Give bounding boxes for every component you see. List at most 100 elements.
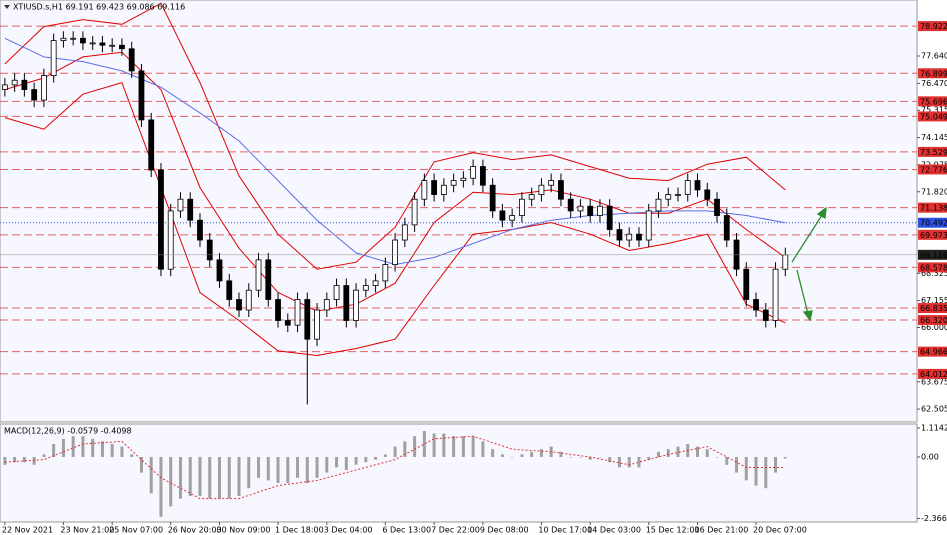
macd-bar (149, 456, 153, 494)
x-tick-label: 20 Dec 07:00 (753, 526, 807, 535)
axis-layer: 77.64076.47075.31574.14572.97571.82068.3… (2, 21, 947, 535)
macd-y-tick-label: 1.1142 (921, 424, 947, 433)
macd-bar (305, 456, 309, 483)
x-tick-label: 10 Dec 17:00 (538, 526, 592, 535)
macd-bar (491, 449, 495, 457)
candle-body (421, 180, 428, 200)
macd-layer (3, 430, 787, 517)
macd-bar (276, 456, 280, 483)
candle-body (431, 180, 438, 195)
macd-bar (286, 456, 290, 483)
level-label: 75.049 (920, 112, 947, 121)
candle-body (509, 215, 516, 221)
level-label-box (918, 146, 947, 157)
macd-bar (32, 456, 36, 465)
level-label: 66.320 (920, 316, 947, 325)
macd-bar (461, 436, 465, 457)
x-tick-label: 15 Dec 12:00 (646, 526, 700, 535)
candle-body (275, 299, 281, 321)
candle-body (782, 254, 789, 270)
x-tick-label: 30 Nov 09:00 (216, 526, 270, 535)
price-pane (0, 0, 918, 423)
candle-body (1, 84, 8, 90)
candle-body (636, 233, 642, 241)
candle-body (343, 285, 350, 321)
macd-bar (52, 443, 56, 457)
signal-line (4, 435, 786, 500)
x-tick-label: 23 Nov 21:00 (60, 526, 114, 535)
macd-bar (383, 454, 387, 457)
x-tick-label: 25 Nov 07:00 (109, 526, 163, 535)
candle-body (558, 180, 564, 200)
macd-y-tick-label: 0.00 (921, 452, 939, 461)
candle-body (226, 280, 233, 300)
macd-bar (783, 456, 787, 459)
macd-bar (266, 456, 270, 481)
macd-bar (159, 456, 163, 517)
level-label: 78.922 (920, 22, 947, 31)
candle-body (489, 184, 496, 212)
y-tick-label: 77.640 (921, 51, 947, 60)
macd-bar (676, 446, 680, 457)
arrow-down (796, 269, 809, 315)
candle-body (119, 44, 125, 50)
macd-bar (169, 456, 173, 507)
level-label-box (918, 346, 947, 357)
macd-bar (715, 456, 719, 458)
macd-bar (22, 456, 26, 463)
candle-body (460, 177, 467, 181)
candle-body (255, 259, 262, 291)
macd-bar (774, 456, 778, 473)
macd-bar (637, 456, 641, 468)
candle-body (401, 224, 408, 241)
candle-body (528, 194, 535, 200)
level-label-box (918, 368, 947, 379)
candle-body (411, 198, 418, 226)
macd-bar (188, 456, 192, 496)
level-label: 68.578 (920, 263, 947, 272)
macd-bar (578, 456, 582, 458)
candle-body (372, 280, 379, 286)
level-label: 76.899 (920, 69, 947, 78)
candle-body (158, 169, 164, 270)
candle-body (665, 194, 672, 200)
macd-bar (3, 456, 7, 465)
macd-bar (452, 436, 456, 457)
candle-body (499, 210, 506, 221)
y-tick-label: 76.470 (921, 79, 947, 88)
ma-level-label: 70.492 (920, 219, 947, 228)
macd-bar (81, 436, 85, 457)
candle-body (704, 189, 711, 200)
macd-bar (198, 456, 202, 496)
macd-bar (598, 456, 602, 458)
candle-body (245, 289, 252, 311)
macd-bar (422, 430, 426, 457)
macd-bar (656, 451, 660, 457)
macd-bar (217, 456, 221, 499)
macd-bar (257, 456, 261, 478)
indicator-line (4, 51, 786, 312)
candle-body (675, 194, 681, 196)
macd-bar (403, 441, 407, 457)
macd-bar (705, 449, 709, 457)
price-label-box (918, 249, 947, 260)
macd-bar (432, 433, 436, 457)
candle-body (762, 309, 769, 321)
macd-bar (247, 456, 251, 489)
candle-body (50, 40, 57, 76)
candle-body (216, 259, 223, 282)
macd-bar (735, 456, 739, 473)
x-tick-label: 7 Dec 22:00 (431, 526, 480, 535)
level-label: 73.529 (920, 148, 947, 157)
y-tick-label: 66.000 (921, 323, 947, 332)
macd-bar (130, 454, 134, 457)
y-tick-label: 63.675 (921, 377, 947, 386)
macd-bar (413, 436, 417, 457)
candle-body (392, 239, 398, 265)
macd-bar (296, 456, 300, 478)
macd-bar (754, 456, 758, 486)
macd-bar (61, 438, 65, 457)
macd-bar (393, 446, 397, 457)
candle-body (80, 37, 86, 44)
candle-body (11, 79, 18, 86)
